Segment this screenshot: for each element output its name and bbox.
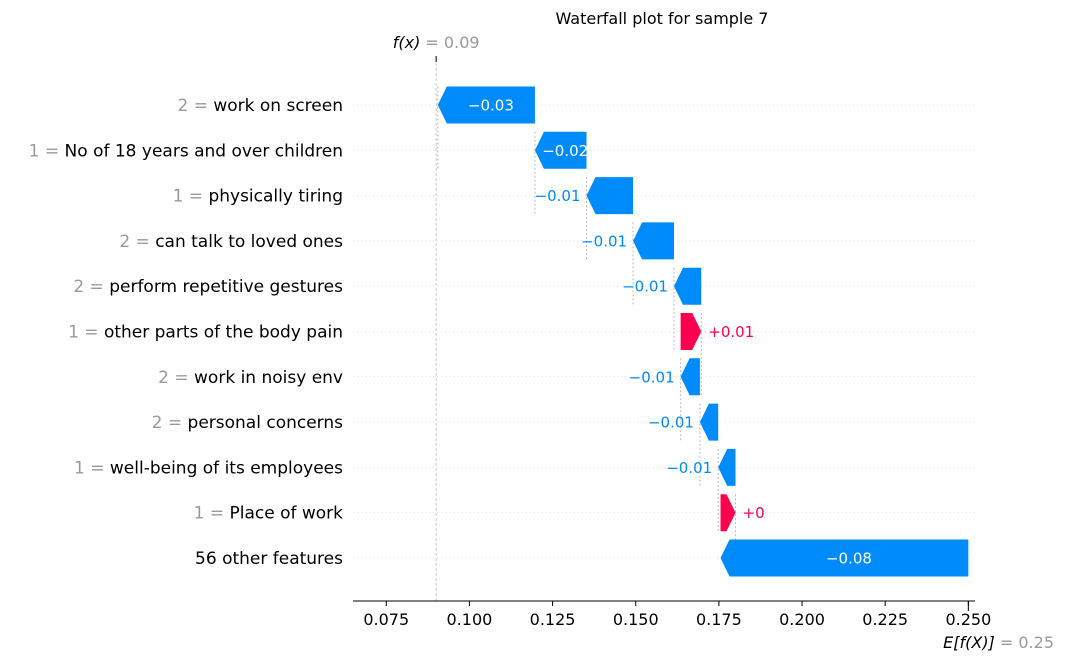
feature-label: 1 = physically tiring <box>173 187 343 207</box>
fx-symbol: f(x) <box>393 33 421 52</box>
bar-label: −0.01 <box>629 368 675 386</box>
fx-marker: f(x) = 0.09 <box>393 33 480 62</box>
feature-value: 2 = <box>73 277 109 297</box>
feature-name: perform repetitive gestures <box>109 277 343 297</box>
feature-name: Place of work <box>229 504 343 524</box>
feature-value: 1 = <box>173 187 209 207</box>
feature-name: 56 other features <box>195 549 343 569</box>
feature-label: 56 other features <box>195 549 343 569</box>
feature-labels: 2 = work on screen 1 = No of 18 years and… <box>29 96 343 569</box>
x-tick-label: 0.250 <box>945 610 991 629</box>
x-tick-label: 0.225 <box>862 610 908 629</box>
x-tick-label: 0.200 <box>779 610 825 629</box>
bar-label: −0.01 <box>535 187 581 205</box>
positive-bar <box>680 313 702 350</box>
x-tick-label: 0.150 <box>613 610 659 629</box>
negative-bar <box>673 267 702 305</box>
bar-label: −0.01 <box>622 278 668 296</box>
bar-label: −0.01 <box>648 414 694 432</box>
x-tick-label: 0.125 <box>530 610 576 629</box>
feature-name: No of 18 years and over children <box>65 141 343 161</box>
bar-label: +0.01 <box>708 323 754 341</box>
bar-label: −0.02 <box>542 142 588 160</box>
feature-name: can talk to loved ones <box>155 232 343 252</box>
feature-label: 1 = Place of work <box>194 504 344 524</box>
fx-label: f(x) = 0.09 <box>393 33 480 52</box>
feature-label: 1 = No of 18 years and over children <box>29 141 343 161</box>
feature-value: 2 = <box>158 368 194 388</box>
feature-name: work on screen <box>213 96 343 116</box>
x-axis: 0.075 0.100 0.125 0.150 0.175 0.200 0.225 0.250 <box>353 600 991 629</box>
efx-symbol: E[f(X)] <box>943 633 995 652</box>
feature-name: work in noisy env <box>194 368 343 388</box>
negative-bar <box>720 539 969 577</box>
positive-bar <box>720 494 736 532</box>
feature-name: well-being of its employees <box>110 458 343 478</box>
feature-label: 2 = can talk to loved ones <box>119 232 343 252</box>
feature-value: 1 = <box>194 504 230 524</box>
bar-label: −0.03 <box>468 97 514 115</box>
feature-label: 2 = work on screen <box>177 96 343 116</box>
feature-name: physically tiring <box>208 187 343 207</box>
feature-label: 2 = work in noisy env <box>158 368 343 388</box>
feature-name: personal concerns <box>188 413 344 433</box>
negative-bar <box>680 358 700 396</box>
negative-bar <box>633 222 674 260</box>
fx-value: = 0.09 <box>420 33 479 52</box>
feature-value: 2 = <box>119 232 155 252</box>
feature-label: 1 = well-being of its employees <box>74 458 343 478</box>
bar-label: −0.01 <box>666 459 712 477</box>
bars: −0.03 −0.02 −0.01 −0.01 −0.01 +0.01 −0.01 −0.01… <box>437 86 969 577</box>
negative-bar <box>718 448 736 486</box>
feature-value: 1 = <box>68 323 104 343</box>
feature-label: 2 = perform repetitive gestures <box>73 277 343 297</box>
feature-value: 2 = <box>152 413 188 433</box>
bar-label: −0.01 <box>581 232 627 250</box>
negative-bar <box>534 131 587 169</box>
bar-label: +0 <box>743 504 765 522</box>
feature-label: 1 = other parts of the body pain <box>68 323 343 343</box>
gridlines <box>353 58 975 601</box>
efx-label: E[f(X)] = 0.25 <box>943 633 1054 652</box>
feature-name: other parts of the body pain <box>104 323 343 343</box>
feature-value: 1 = <box>29 141 65 161</box>
feature-value: 1 = <box>74 458 110 478</box>
bar-label: −0.08 <box>826 550 872 568</box>
efx-value: = 0.25 <box>995 633 1054 652</box>
negative-bar <box>586 177 634 215</box>
x-tick-label: 0.100 <box>447 610 493 629</box>
chart-title: Waterfall plot for sample 7 <box>556 9 769 28</box>
feature-label: 2 = personal concerns <box>152 413 343 433</box>
negative-bar <box>437 86 535 124</box>
x-tick-label: 0.175 <box>696 610 742 629</box>
negative-bar <box>699 403 719 441</box>
feature-value: 2 = <box>177 96 213 116</box>
x-tick-label: 0.075 <box>363 610 409 629</box>
efx-marker: E[f(X)] = 0.25 <box>943 601 1054 652</box>
